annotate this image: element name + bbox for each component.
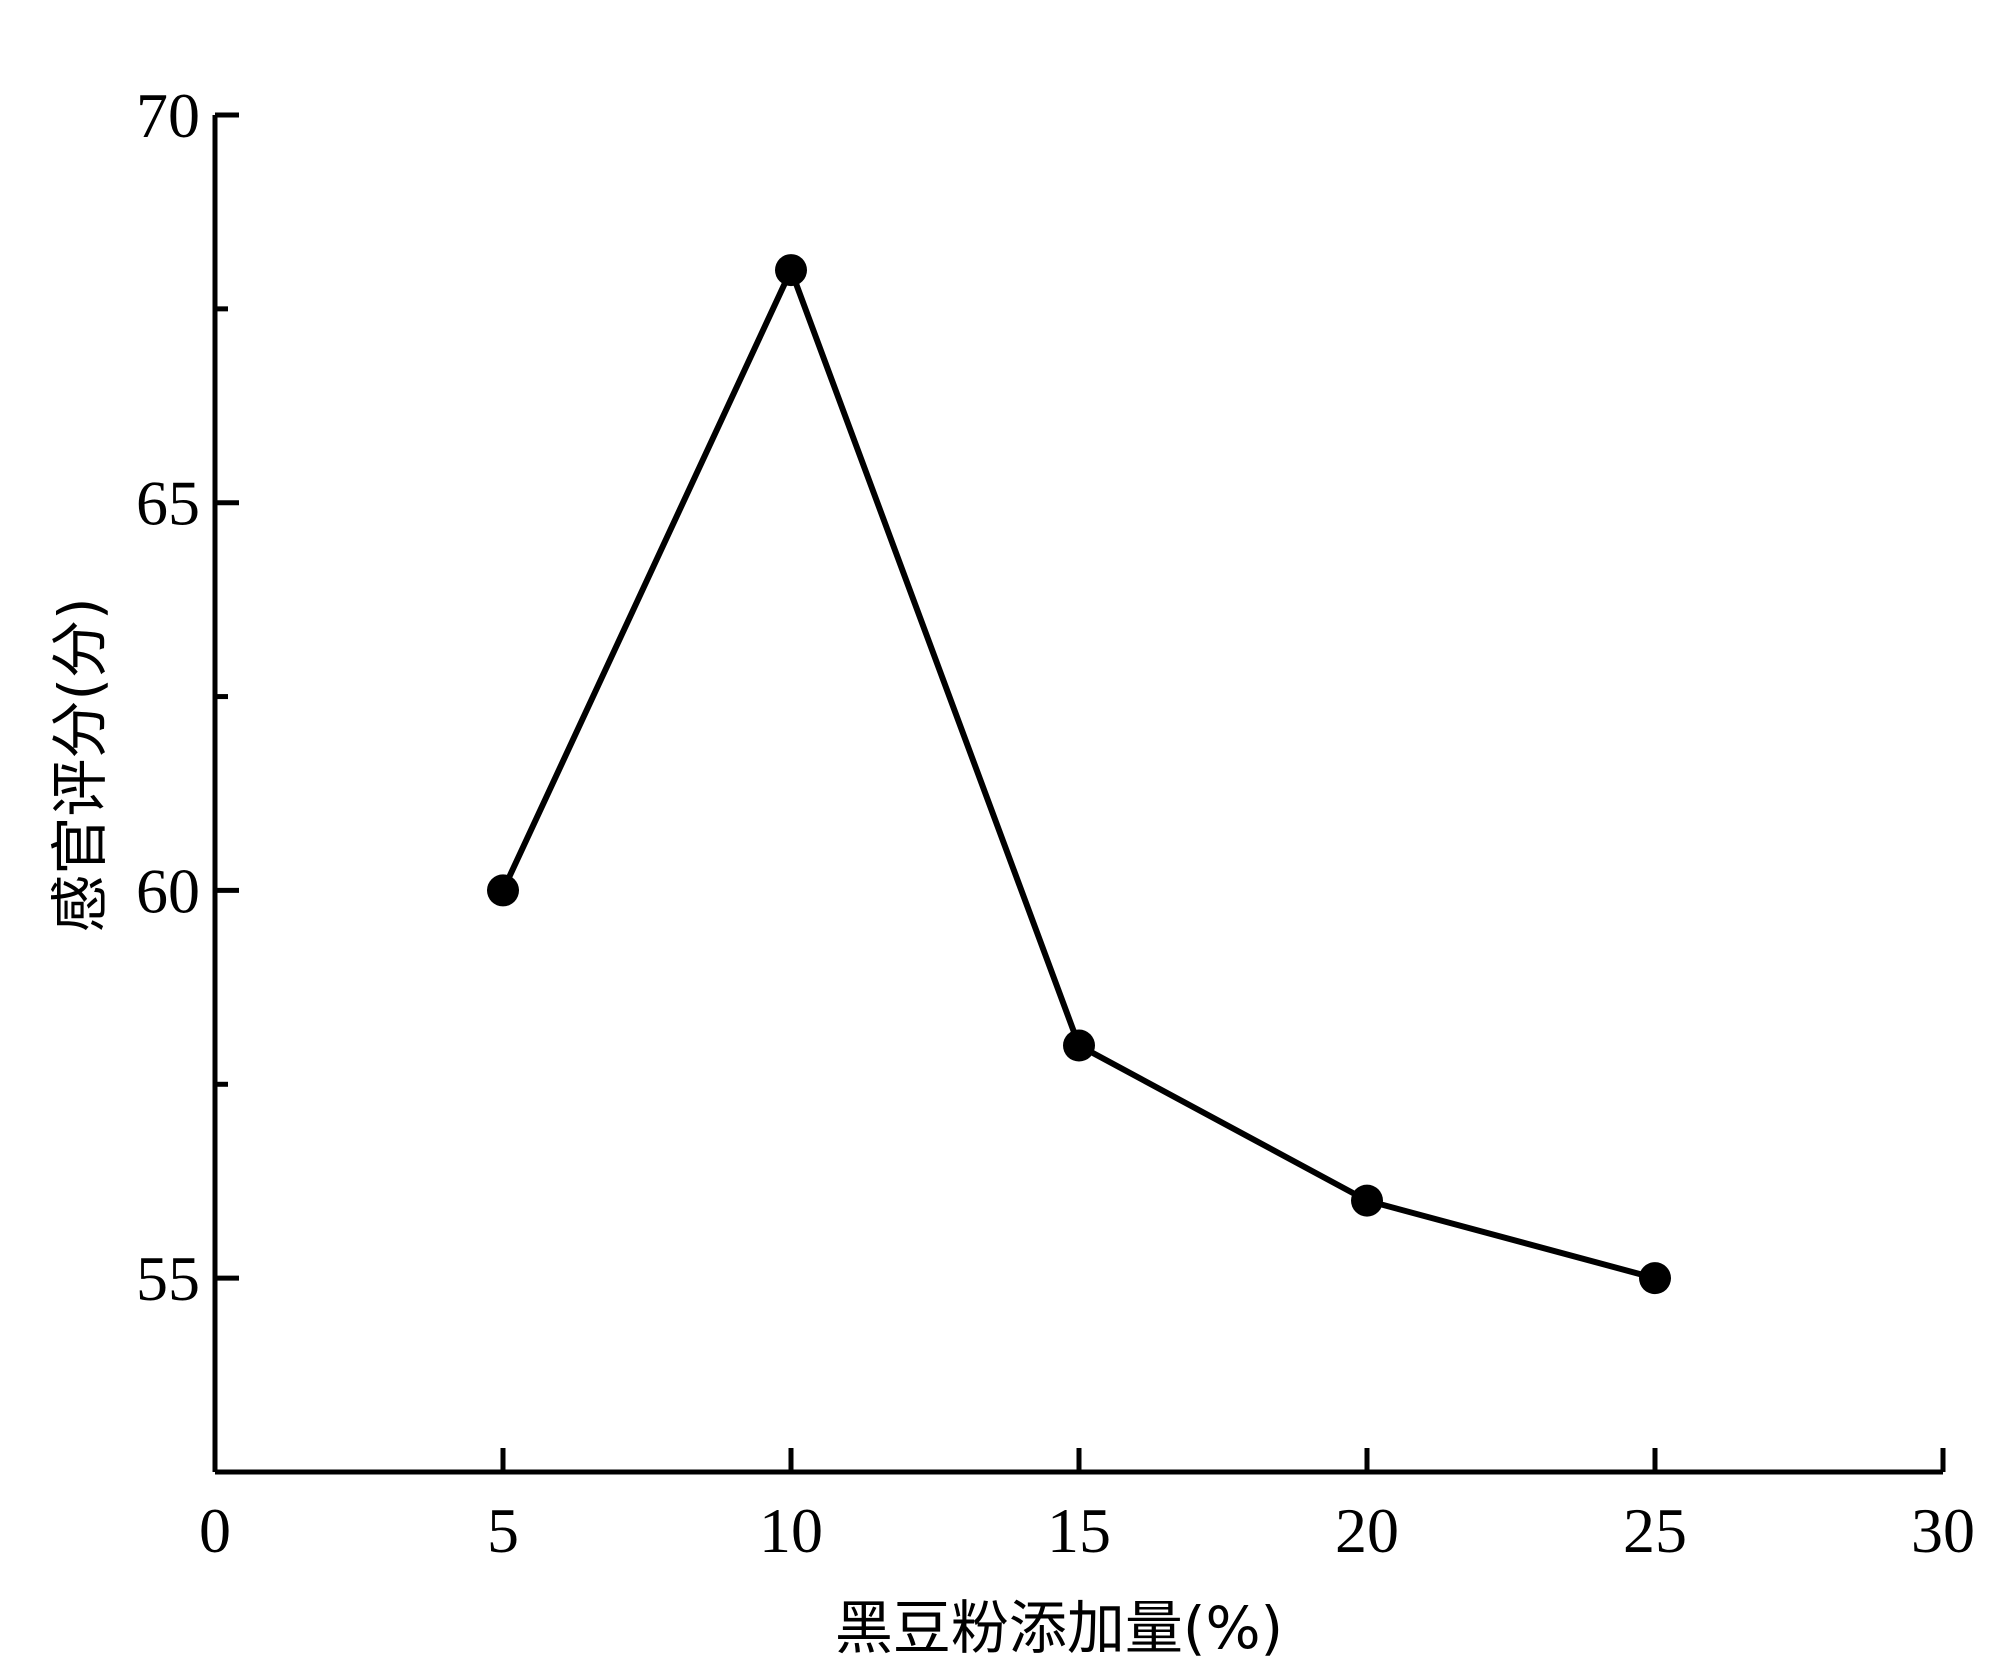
data-point: [487, 874, 519, 907]
data-point: [1063, 1029, 1095, 1062]
data-point: [1639, 1262, 1671, 1295]
x-tick-label: 30: [1911, 1495, 1975, 1566]
y-axis-title: 感官评分(分): [46, 597, 114, 932]
series: [487, 254, 1671, 1295]
ticks: [212, 112, 1946, 1472]
data-point: [1351, 1184, 1383, 1217]
axes: [212, 115, 1943, 1475]
data-point: [775, 254, 807, 287]
series-line: [500, 262, 1656, 1282]
y-tick-label: 65: [136, 468, 200, 539]
x-tick-label: 0: [199, 1495, 231, 1566]
y-tick-label: 60: [136, 855, 200, 926]
y-tick-label: 70: [136, 80, 200, 151]
y-tick-label: 55: [136, 1243, 200, 1314]
x-axis-title: 黑豆粉添加量(%): [835, 1594, 1283, 1662]
x-tick-label: 15: [1047, 1495, 1111, 1566]
x-tick-label: 5: [487, 1495, 519, 1566]
x-tick-label: 25: [1623, 1495, 1687, 1566]
x-tick-label: 10: [759, 1495, 823, 1566]
x-tick-label: 20: [1335, 1495, 1399, 1566]
tick-labels: 0 5 10 15 20 25 30 55 60 65 70: [136, 80, 1975, 1566]
